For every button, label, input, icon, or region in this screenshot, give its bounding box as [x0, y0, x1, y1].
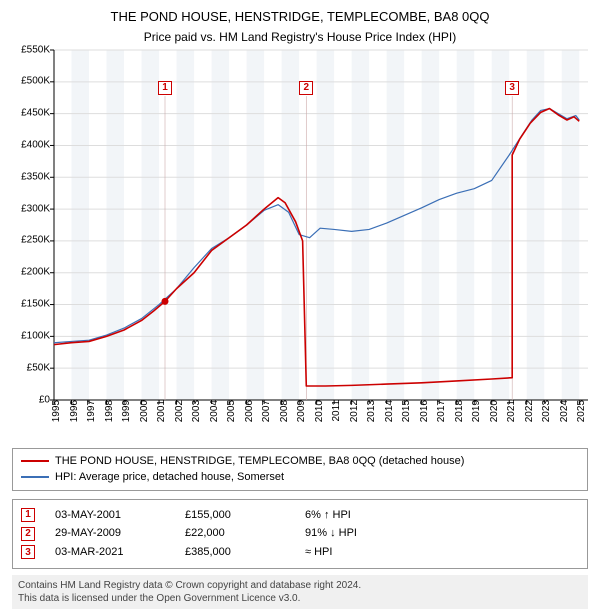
y-tick-label: £350K — [21, 171, 50, 182]
marker-row: 2 29-MAY-2009 £22,000 91% ↓ HPI — [21, 524, 579, 543]
marker-date: 03-MAY-2001 — [55, 506, 165, 525]
marker-box-1: 1 — [21, 508, 35, 522]
x-tick-label: 2019 — [471, 400, 482, 422]
marker-row: 3 03-MAR-2021 £385,000 ≈ HPI — [21, 543, 579, 562]
x-tick-label: 2008 — [279, 400, 290, 422]
x-tick-label: 2020 — [489, 400, 500, 422]
y-tick-label: £0 — [39, 394, 50, 405]
x-tick-label: 2006 — [244, 400, 255, 422]
x-axis-labels: 1995 1996 1997 1998 1999 2000 2001 2002 2003 2004… — [54, 400, 588, 420]
x-tick-label: 2007 — [261, 400, 272, 422]
markers-table: 1 03-MAY-2001 £155,000 6% ↑ HPI 2 29-MAY-2009… — [12, 499, 588, 569]
x-tick-label: 2013 — [366, 400, 377, 422]
marker-hpi: 91% ↓ HPI — [305, 524, 415, 543]
chart-container: THE POND HOUSE, HENSTRIDGE, TEMPLECOMBE,… — [0, 0, 600, 590]
y-tick-label: £300K — [21, 203, 50, 214]
marker-price: £385,000 — [185, 543, 285, 562]
x-tick-label: 1999 — [121, 400, 132, 422]
marker-date: 29-MAY-2009 — [55, 524, 165, 543]
attribution-line-2: This data is licensed under the Open Gov… — [18, 592, 582, 605]
y-tick-label: £150K — [21, 299, 50, 310]
x-tick-label: 1995 — [51, 400, 62, 422]
x-tick-label: 1996 — [69, 400, 80, 422]
x-tick-label: 1998 — [104, 400, 115, 422]
legend-swatch-2 — [21, 476, 49, 478]
x-tick-label: 2000 — [139, 400, 150, 422]
marker-hpi: ≈ HPI — [305, 543, 415, 562]
legend-swatch-1 — [21, 460, 49, 462]
chart-subtitle: Price paid vs. HM Land Registry's House … — [12, 30, 588, 44]
x-tick-label: 2010 — [314, 400, 325, 422]
y-tick-label: £450K — [21, 108, 50, 119]
x-tick-label: 2011 — [331, 400, 342, 422]
legend-label-1: THE POND HOUSE, HENSTRIDGE, TEMPLECOMBE,… — [55, 453, 464, 470]
marker-box-2: 2 — [21, 527, 35, 541]
marker-date: 03-MAR-2021 — [55, 543, 165, 562]
legend-row-1: THE POND HOUSE, HENSTRIDGE, TEMPLECOMBE,… — [21, 453, 579, 470]
x-tick-label: 2003 — [191, 400, 202, 422]
marker-price: £155,000 — [185, 506, 285, 525]
x-tick-label: 2009 — [296, 400, 307, 422]
y-tick-label: £250K — [21, 235, 50, 246]
x-tick-label: 2012 — [349, 400, 360, 422]
x-tick-label: 2024 — [559, 400, 570, 422]
marker-price: £22,000 — [185, 524, 285, 543]
x-tick-label: 2017 — [436, 400, 447, 422]
chart-area: £0 £50K £100K £150K £200K £250K £300K £350K £400… — [12, 50, 588, 420]
x-tick-label: 2023 — [541, 400, 552, 422]
chart-marker-2: 2 — [299, 81, 313, 95]
chart-title: THE POND HOUSE, HENSTRIDGE, TEMPLECOMBE,… — [12, 8, 588, 26]
marker-box-3: 3 — [21, 545, 35, 559]
x-tick-label: 2004 — [209, 400, 220, 422]
x-tick-label: 2018 — [454, 400, 465, 422]
attribution: Contains HM Land Registry data © Crown c… — [12, 575, 588, 609]
y-tick-label: £500K — [21, 76, 50, 87]
legend-label-2: HPI: Average price, detached house, Some… — [55, 469, 284, 486]
x-tick-label: 2015 — [401, 400, 412, 422]
x-tick-label: 2025 — [576, 400, 587, 422]
plot-area: 1 2 3 — [54, 50, 588, 400]
y-tick-label: £200K — [21, 267, 50, 278]
chart-marker-3: 3 — [505, 81, 519, 95]
marker-row: 1 03-MAY-2001 £155,000 6% ↑ HPI — [21, 506, 579, 525]
x-tick-label: 2001 — [156, 400, 167, 422]
x-tick-label: 2005 — [226, 400, 237, 422]
y-tick-label: £100K — [21, 330, 50, 341]
x-tick-label: 2016 — [419, 400, 430, 422]
y-axis-labels: £0£50K£100K£150K£200K£250K£300K£350K£400… — [12, 50, 54, 400]
chart-svg — [54, 50, 588, 400]
x-tick-label: 2014 — [384, 400, 395, 422]
legend-row-2: HPI: Average price, detached house, Some… — [21, 469, 579, 486]
legend: THE POND HOUSE, HENSTRIDGE, TEMPLECOMBE,… — [12, 448, 588, 491]
x-tick-label: 2002 — [174, 400, 185, 422]
y-tick-label: £50K — [27, 362, 50, 373]
x-tick-label: 2021 — [506, 400, 517, 422]
marker-hpi: 6% ↑ HPI — [305, 506, 415, 525]
y-tick-label: £550K — [21, 44, 50, 55]
y-tick-label: £400K — [21, 140, 50, 151]
x-tick-label: 2022 — [524, 400, 535, 422]
chart-marker-1: 1 — [158, 81, 172, 95]
x-tick-label: 1997 — [86, 400, 97, 422]
